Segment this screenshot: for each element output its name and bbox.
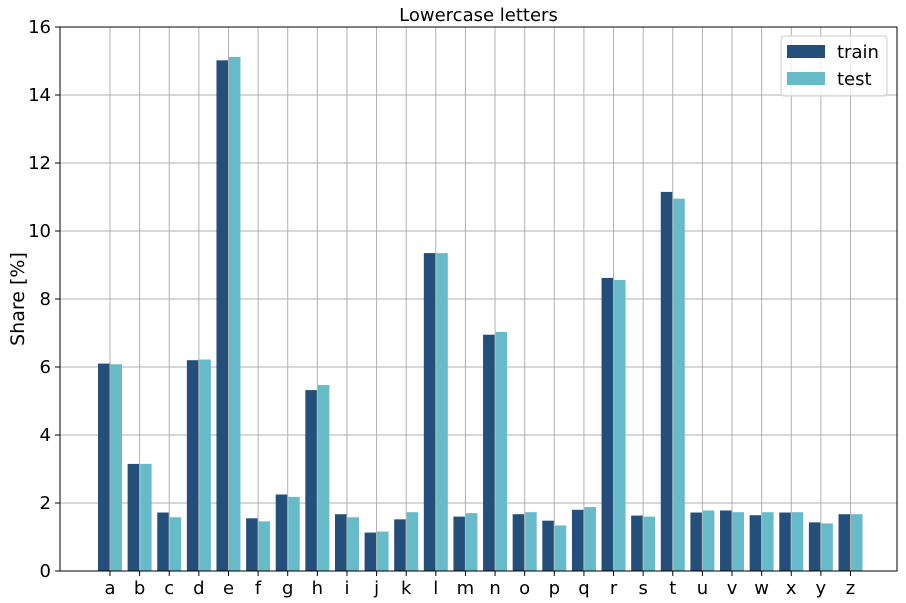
x-tick-label: i — [344, 578, 349, 599]
bar-train-i — [334, 514, 347, 571]
legend: train test — [780, 35, 888, 97]
x-tick-label: n — [489, 578, 500, 599]
legend-swatch-train — [787, 45, 825, 58]
bar-test-z — [851, 514, 863, 571]
bar-train-q — [571, 509, 584, 571]
bar-test-v — [732, 512, 745, 571]
bar-test-x — [791, 512, 804, 571]
bar-train-w — [749, 515, 762, 571]
y-axis-label: Share [%] — [7, 252, 29, 346]
y-axis: 0 2 4 6 8 10 12 14 16 — [28, 17, 60, 582]
bar-train-x — [779, 512, 791, 571]
x-tick-label: t — [669, 578, 676, 599]
bar-train-r — [601, 277, 614, 571]
bar-test-k — [406, 512, 419, 571]
x-tick-label: z — [846, 578, 855, 599]
bar-test-y — [821, 523, 833, 571]
x-tick-label: r — [610, 578, 618, 599]
bar-train-k — [394, 519, 406, 571]
x-tick-label: h — [312, 578, 323, 599]
bar-train-o — [512, 514, 525, 571]
x-tick-label: s — [638, 578, 647, 599]
bar-train-j — [364, 532, 377, 571]
bar-train-m — [453, 516, 465, 571]
bar-train-y — [808, 522, 821, 571]
bar-test-n — [495, 331, 508, 571]
x-tick-label: b — [134, 578, 145, 599]
y-tick-label: 2 — [40, 493, 51, 514]
y-tick-label: 10 — [28, 221, 51, 242]
y-tick-label: 0 — [40, 561, 51, 582]
bar-test-i — [347, 517, 359, 571]
grid — [60, 26, 897, 572]
bar-train-v — [720, 510, 732, 571]
bar-test-u — [702, 510, 715, 571]
bar-test-e — [228, 56, 241, 572]
x-tick-label: v — [727, 578, 738, 599]
bar-test-h — [317, 385, 330, 571]
bar-train-z — [838, 514, 850, 571]
x-tick-label: l — [433, 578, 438, 599]
bar-train-a — [98, 363, 110, 571]
x-tick-label: j — [373, 578, 379, 599]
y-tick-label: 16 — [28, 17, 51, 38]
bar-test-o — [525, 512, 537, 571]
chart-title: Lowercase letters — [399, 5, 558, 26]
bar-test-q — [584, 507, 596, 571]
x-tick-label: w — [754, 578, 769, 599]
x-tick-label: k — [401, 578, 412, 599]
bar-test-p — [554, 525, 567, 571]
y-tick-label: 6 — [40, 357, 51, 378]
x-tick-label: q — [578, 578, 589, 599]
bar-train-t — [660, 191, 673, 571]
x-tick-label: a — [104, 578, 115, 599]
bar-train-h — [305, 390, 317, 571]
y-tick-label: 12 — [28, 153, 51, 174]
bar-test-w — [762, 512, 774, 571]
y-tick-label: 4 — [40, 425, 51, 446]
bar-train-p — [542, 520, 554, 571]
x-tick-label: p — [549, 578, 560, 599]
bar-train-d — [186, 360, 199, 571]
bar-test-b — [140, 463, 152, 571]
x-tick-label: x — [786, 578, 797, 599]
x-tick-label: m — [457, 578, 475, 599]
legend-label-train: train — [837, 42, 879, 63]
bar-test-l — [436, 253, 448, 571]
x-tick-label: o — [519, 578, 530, 599]
x-tick-label: u — [697, 578, 708, 599]
bar-test-s — [643, 516, 656, 571]
bar-test-t — [673, 198, 685, 571]
bar-train-n — [483, 334, 495, 571]
legend-label-test: test — [837, 69, 872, 90]
x-tick-label: d — [193, 578, 204, 599]
bar-test-f — [258, 521, 271, 571]
bar-train-u — [690, 512, 702, 571]
bar-train-s — [631, 515, 643, 571]
bar-test-c — [169, 517, 182, 571]
bar-test-m — [465, 513, 478, 571]
x-tick-label: y — [816, 578, 827, 599]
y-tick-label: 14 — [28, 85, 51, 106]
bar-test-g — [288, 496, 300, 571]
x-tick-label: e — [223, 578, 234, 599]
bar-train-l — [423, 253, 436, 571]
x-tick-label: c — [164, 578, 174, 599]
bar-test-a — [110, 364, 122, 571]
bars — [98, 56, 863, 572]
x-tick-label: g — [282, 578, 293, 599]
bar-train-f — [246, 518, 258, 571]
bar-train-c — [157, 512, 169, 571]
bar-train-e — [216, 60, 228, 571]
legend-swatch-test — [787, 72, 825, 85]
bar-train-g — [275, 494, 288, 571]
y-tick-label: 8 — [40, 289, 51, 310]
x-tick-label: f — [255, 578, 262, 599]
bar-test-j — [377, 531, 389, 571]
bar-test-d — [199, 359, 211, 571]
bar-train-b — [127, 463, 140, 571]
bar-test-r — [614, 279, 626, 571]
